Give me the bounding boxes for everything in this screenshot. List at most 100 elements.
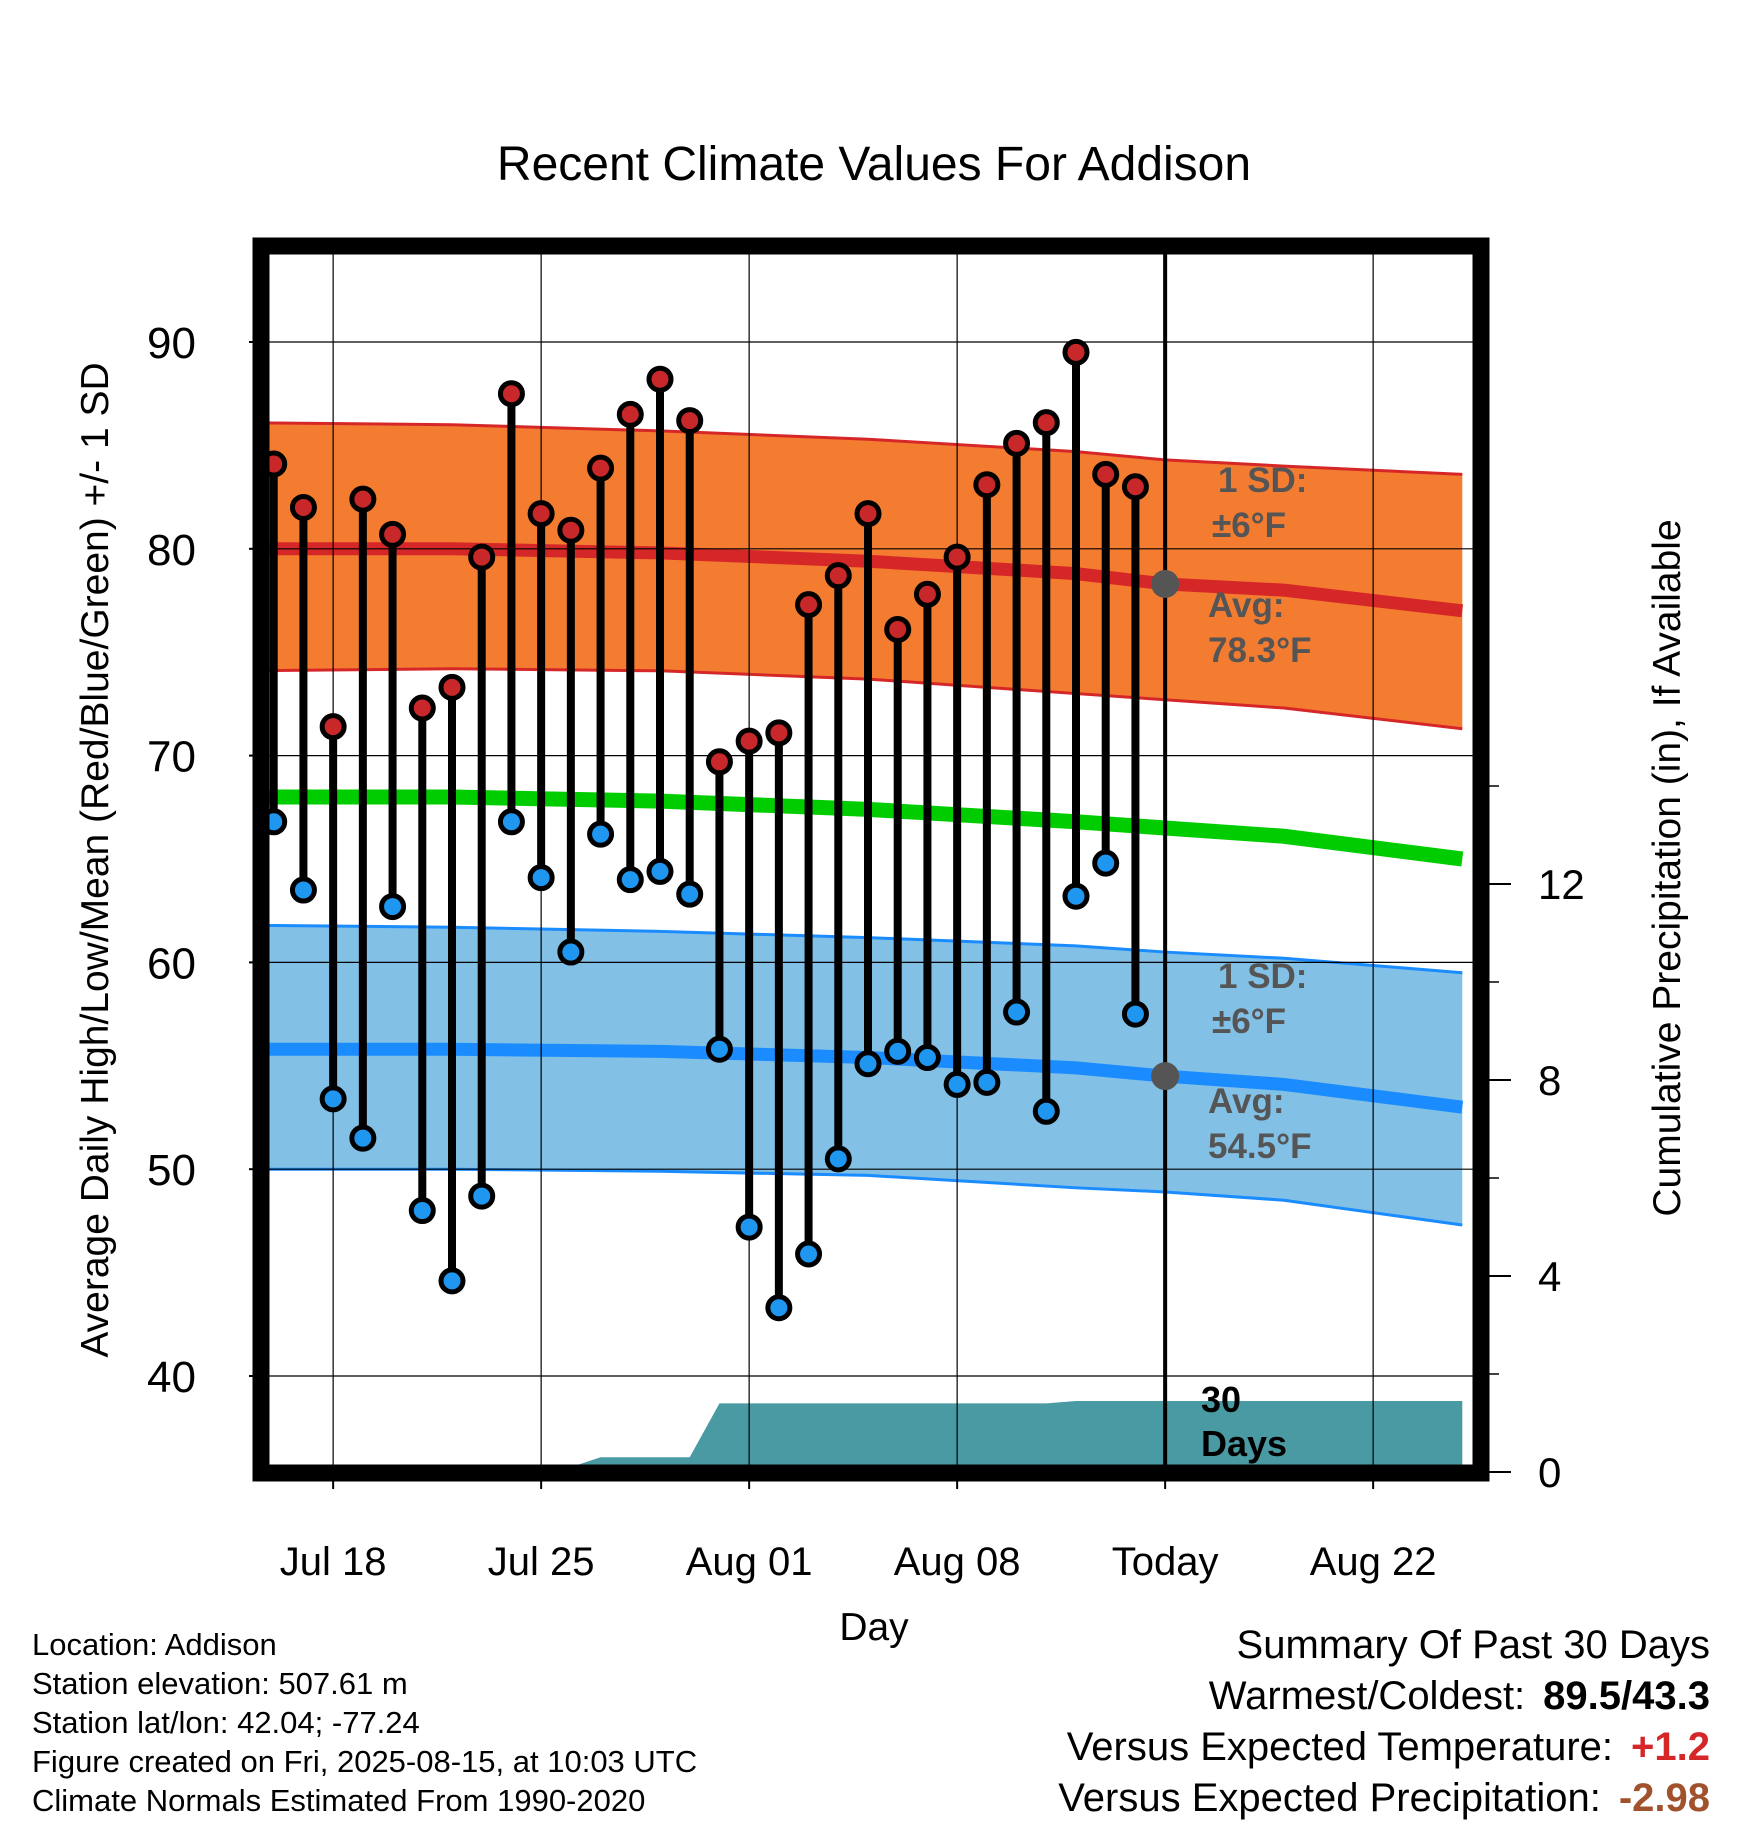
low-temp-point bbox=[527, 864, 555, 892]
warmest-label: Warmest/Coldest: bbox=[1208, 1674, 1526, 1718]
y-tick-label: 70 bbox=[147, 733, 196, 782]
high-temp-point bbox=[616, 400, 644, 428]
high-sd-upper-line bbox=[261, 421, 1463, 476]
low-temp-point bbox=[973, 1068, 1001, 1096]
high-temp-point bbox=[1032, 409, 1060, 437]
low-temp-point bbox=[705, 1035, 733, 1063]
low-temp-point bbox=[408, 1197, 436, 1225]
high-temp-point bbox=[408, 694, 436, 722]
low-temp-point bbox=[319, 1085, 347, 1113]
high-temp-point bbox=[557, 516, 585, 544]
temp-value: +1.2 bbox=[1631, 1725, 1710, 1769]
high-temp-point bbox=[1092, 460, 1120, 488]
y-tick-label: 50 bbox=[147, 1146, 196, 1195]
high-temp-point bbox=[587, 454, 615, 482]
low-temp-point bbox=[1032, 1097, 1060, 1125]
plot-area: 1 SD: ±6°F Avg: 78.3°F 1 SD: ±6°F Avg: 54.5°F 30… bbox=[147, 237, 1585, 1584]
low-temp-point bbox=[646, 857, 674, 885]
x-tick-label: Jul 18 bbox=[280, 1540, 387, 1584]
high-temp-point bbox=[349, 485, 377, 513]
low-temp-point bbox=[854, 1050, 882, 1078]
high-temp-point bbox=[913, 580, 941, 608]
x-axis-label: Day bbox=[839, 1606, 909, 1649]
low-temp-point bbox=[1121, 1000, 1149, 1028]
mean-avg-line bbox=[261, 789, 1464, 867]
high-temp-point bbox=[289, 493, 317, 521]
low-temp-point bbox=[913, 1044, 941, 1072]
y2-tick-label: 4 bbox=[1538, 1253, 1561, 1300]
high-temp-point bbox=[1062, 338, 1090, 366]
low-temp-point bbox=[735, 1213, 763, 1241]
low-temp-point bbox=[289, 876, 317, 904]
low-temp-point bbox=[557, 938, 585, 966]
window-days-number: 30 bbox=[1201, 1379, 1241, 1420]
high-temp-point bbox=[735, 727, 763, 755]
precip-value: -2.98 bbox=[1618, 1776, 1710, 1820]
high-temp-point bbox=[319, 713, 347, 741]
window-days-label: Days bbox=[1201, 1423, 1287, 1464]
x-tick-label: Aug 22 bbox=[1310, 1540, 1437, 1584]
y-axis-label: Average Daily High/Low/Mean (Red/Blue/Gr… bbox=[74, 362, 117, 1357]
location-text: Location: Addison bbox=[32, 1627, 277, 1662]
summary-precip-row: Versus Expected Precipitation: -2.98 bbox=[1058, 1773, 1710, 1824]
low-temp-point bbox=[497, 808, 525, 836]
high-temp-point bbox=[527, 500, 555, 528]
summary-panel: Summary Of Past 30 Days Warmest/Coldest:… bbox=[1058, 1620, 1710, 1824]
low-sd-value: ±6°F bbox=[1212, 1002, 1286, 1041]
precip-label: Versus Expected Precipitation: bbox=[1058, 1776, 1601, 1820]
high-sd-lower-line bbox=[261, 667, 1463, 731]
low-temp-point bbox=[379, 893, 407, 921]
high-temp-point bbox=[646, 365, 674, 393]
y-tick-label: 60 bbox=[147, 939, 196, 988]
x-tick-label: Jul 25 bbox=[488, 1540, 595, 1584]
low-temp-point bbox=[468, 1182, 496, 1210]
high-temp-point bbox=[676, 407, 704, 435]
chart-title: Recent Climate Values For Addison bbox=[497, 138, 1251, 191]
high-avg-label: Avg: bbox=[1208, 586, 1284, 625]
high-temp-point bbox=[1121, 473, 1149, 501]
high-avg-value: 78.3°F bbox=[1208, 631, 1312, 670]
low-temp-point bbox=[1003, 998, 1031, 1026]
latlon-text: Station lat/lon: 42.04; -77.24 bbox=[32, 1705, 420, 1740]
normals-text: Climate Normals Estimated From 1990-2020 bbox=[32, 1783, 646, 1818]
high-temp-point bbox=[497, 380, 525, 408]
low-temp-point bbox=[884, 1037, 912, 1065]
low-temp-point bbox=[676, 880, 704, 908]
today-high-avg-marker bbox=[1151, 569, 1180, 598]
low-sd-label: 1 SD: bbox=[1218, 957, 1307, 996]
high-temp-point bbox=[468, 543, 496, 571]
precip-area bbox=[261, 1400, 1463, 1472]
high-temp-point bbox=[973, 471, 1001, 499]
high-temp-point bbox=[795, 591, 823, 619]
high-temp-point bbox=[824, 562, 852, 590]
low-temp-point bbox=[1092, 849, 1120, 877]
low-temp-point bbox=[795, 1240, 823, 1268]
low-temp-point bbox=[765, 1294, 793, 1322]
created-text: Figure created on Fri, 2025-08-15, at 10… bbox=[32, 1744, 698, 1779]
y-tick-label: 40 bbox=[147, 1353, 196, 1402]
low-temp-point bbox=[349, 1124, 377, 1152]
low-temp-point bbox=[943, 1070, 971, 1098]
x-tick-label: Aug 08 bbox=[894, 1540, 1021, 1584]
y2-tick-label: 0 bbox=[1538, 1449, 1561, 1496]
summary-temp-row: Versus Expected Temperature: +1.2 bbox=[1058, 1722, 1710, 1773]
y2-tick-label: 8 bbox=[1538, 1057, 1561, 1104]
low-temp-point bbox=[1062, 882, 1090, 910]
y2-tick-label: 12 bbox=[1538, 861, 1585, 908]
high-temp-point bbox=[705, 748, 733, 776]
high-temp-point bbox=[1003, 429, 1031, 457]
temp-label: Versus Expected Temperature: bbox=[1066, 1725, 1614, 1769]
low-avg-value: 54.5°F bbox=[1208, 1127, 1312, 1166]
low-temp-point bbox=[824, 1145, 852, 1173]
elevation-text: Station elevation: 507.61 m bbox=[32, 1666, 408, 1701]
low-sd-upper-line bbox=[261, 923, 1463, 975]
low-avg-line bbox=[261, 1042, 1464, 1114]
summary-title: Summary Of Past 30 Days bbox=[1236, 1623, 1710, 1667]
high-temp-point bbox=[765, 719, 793, 747]
warmest-value: 89.5/43.3 bbox=[1543, 1674, 1710, 1718]
high-sd-label: 1 SD: bbox=[1218, 461, 1307, 500]
high-temp-point bbox=[943, 543, 971, 571]
x-tick-label: Today bbox=[1112, 1540, 1219, 1584]
y-tick-label: 90 bbox=[147, 319, 196, 368]
